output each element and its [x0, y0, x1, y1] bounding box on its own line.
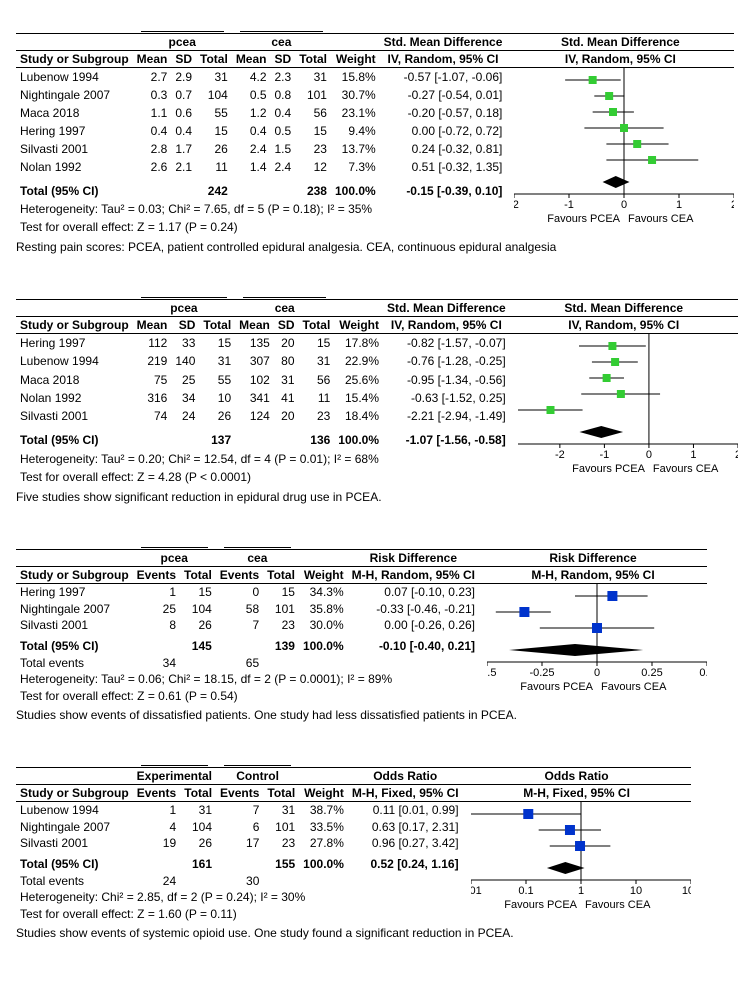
plot-effect-header: Odds Ratio: [463, 768, 691, 785]
study-row: Hering 19971123315135201517.8%-0.82 [-1.…: [16, 334, 738, 353]
forest-table: ExperimentalControl Odds RatioOdds Ratio S…: [16, 750, 691, 922]
group1-header: pcea: [133, 34, 232, 51]
panel-caption: Studies show events of dissatisfied pati…: [16, 708, 735, 722]
study-row: Lubenow 19942.72.9314.22.33115.8%-0.57 […: [16, 68, 734, 87]
svg-text:Favours PCEA: Favours PCEA: [572, 463, 645, 475]
group1-header: pcea: [133, 550, 216, 567]
svg-text:Favours CEA: Favours CEA: [601, 681, 667, 693]
svg-text:0: 0: [646, 449, 652, 461]
overall-effect-text: Test for overall effect: Z = 1.17 (P = 0…: [16, 218, 506, 236]
plot-effect-header: Std. Mean Difference: [510, 300, 738, 317]
forest-plot-svg: -2 -1 0 1 2 Favours PCEA Favours CEA: [514, 68, 734, 236]
effect-header: Risk Difference: [348, 550, 479, 567]
svg-text:0: 0: [594, 667, 600, 679]
group1-header: pcea: [133, 300, 236, 317]
forest-plot-svg: 0.01 0.1 1 10 100 Favours PCEA Favours CEA: [471, 802, 691, 922]
plot-effect-header: Std. Mean Difference: [506, 34, 734, 51]
study-row: Hering 199711501534.3%0.07 [-0.10, 0.23]…: [16, 584, 707, 601]
svg-text:-0.5: -0.5: [487, 667, 496, 679]
effect-header: Odds Ratio: [348, 768, 463, 785]
svg-text:-0.25: -0.25: [529, 667, 554, 679]
forest-table: pceacea Std. Mean DifferenceStd. Mean Dif…: [16, 282, 738, 486]
group2-header: cea: [235, 300, 334, 317]
effect-header: Std. Mean Difference: [380, 34, 507, 51]
overall-effect-text: Test for overall effect: Z = 0.61 (P = 0…: [16, 688, 479, 704]
forest-panel: ExperimentalControl Odds RatioOdds Ratio S…: [16, 750, 735, 940]
svg-text:Favours CEA: Favours CEA: [653, 463, 719, 475]
svg-text:1: 1: [690, 449, 696, 461]
effect-sub: IV, Random, 95% CI: [380, 51, 507, 68]
svg-text:2: 2: [735, 449, 738, 461]
overall-effect-text: Test for overall effect: Z = 1.60 (P = 0…: [16, 906, 463, 922]
forest-plot-svg: -2 -1 0 1 2 Favours PCEA Favours CEA: [518, 334, 738, 486]
heterogeneity-text: Heterogeneity: Tau² = 0.03; Chi² = 7.65,…: [16, 200, 506, 218]
study-row: Lubenow 199413173138.7%0.11 [0.01, 0.99]…: [16, 802, 691, 819]
heterogeneity-text: Heterogeneity: Tau² = 0.06; Chi² = 18.15…: [16, 671, 479, 687]
svg-text:Favours PCEA: Favours PCEA: [520, 681, 593, 693]
plot-effect-sub: IV, Random, 95% CI: [510, 317, 738, 334]
plot-effect-header: Risk Difference: [479, 550, 707, 567]
effect-sub: IV, Random, 95% CI: [383, 317, 510, 334]
heterogeneity-text: Heterogeneity: Tau² = 0.20; Chi² = 12.54…: [16, 449, 510, 467]
heterogeneity-text: Heterogeneity: Chi² = 2.85, df = 2 (P = …: [16, 889, 463, 905]
svg-text:100: 100: [681, 885, 690, 897]
forest-panel: pceacea Std. Mean DifferenceStd. Mean Dif…: [16, 16, 735, 254]
plot-effect-sub: M-H, Fixed, 95% CI: [463, 785, 691, 802]
effect-sub: M-H, Fixed, 95% CI: [348, 785, 463, 802]
forest-table: pceacea Std. Mean DifferenceStd. Mean Dif…: [16, 16, 734, 236]
forest-plot-svg: -0.5 -0.25 0 0.25 0.5 Favours PCEA Favours CEA: [487, 584, 707, 704]
plot-effect-sub: M-H, Random, 95% CI: [479, 567, 707, 584]
forest-panel: pceacea Std. Mean DifferenceStd. Mean Dif…: [16, 282, 735, 504]
svg-text:Favours PCEA: Favours PCEA: [548, 213, 621, 225]
col-study: Study or Subgroup: [16, 51, 133, 68]
svg-text:0: 0: [621, 199, 627, 211]
svg-text:0.1: 0.1: [518, 885, 533, 897]
svg-text:10: 10: [629, 885, 641, 897]
svg-text:Favours CEA: Favours CEA: [628, 213, 694, 225]
svg-text:-2: -2: [514, 199, 519, 211]
forest-panel: pceacea Risk DifferenceRisk Difference Stu…: [16, 532, 735, 722]
overall-effect-text: Test for overall effect: Z = 4.28 (P < 0…: [16, 468, 510, 486]
col-study: Study or Subgroup: [16, 567, 133, 584]
panel-caption: Five studies show significant reduction …: [16, 490, 735, 504]
col-study: Study or Subgroup: [16, 317, 133, 334]
svg-text:2: 2: [731, 199, 734, 211]
svg-text:Favours PCEA: Favours PCEA: [504, 899, 577, 911]
group2-header: Control: [216, 768, 299, 785]
svg-text:1: 1: [676, 199, 682, 211]
svg-text:-1: -1: [599, 449, 609, 461]
group2-header: cea: [232, 34, 331, 51]
effect-sub: M-H, Random, 95% CI: [348, 567, 479, 584]
group1-header: Experimental: [133, 768, 216, 785]
svg-text:0.25: 0.25: [641, 667, 662, 679]
svg-text:-2: -2: [555, 449, 565, 461]
svg-text:Favours CEA: Favours CEA: [585, 899, 651, 911]
panel-caption: Resting pain scores: PCEA, patient contr…: [16, 240, 735, 254]
effect-header: Std. Mean Difference: [383, 300, 510, 317]
svg-text:0.5: 0.5: [699, 667, 707, 679]
panel-caption: Studies show events of systemic opioid u…: [16, 926, 735, 940]
plot-effect-sub: IV, Random, 95% CI: [506, 51, 734, 68]
svg-text:-1: -1: [564, 199, 574, 211]
forest-table: pceacea Risk DifferenceRisk Difference Stu…: [16, 532, 707, 704]
svg-text:0.01: 0.01: [471, 885, 482, 897]
svg-text:1: 1: [578, 885, 584, 897]
group2-header: cea: [216, 550, 299, 567]
col-study: Study or Subgroup: [16, 785, 133, 802]
